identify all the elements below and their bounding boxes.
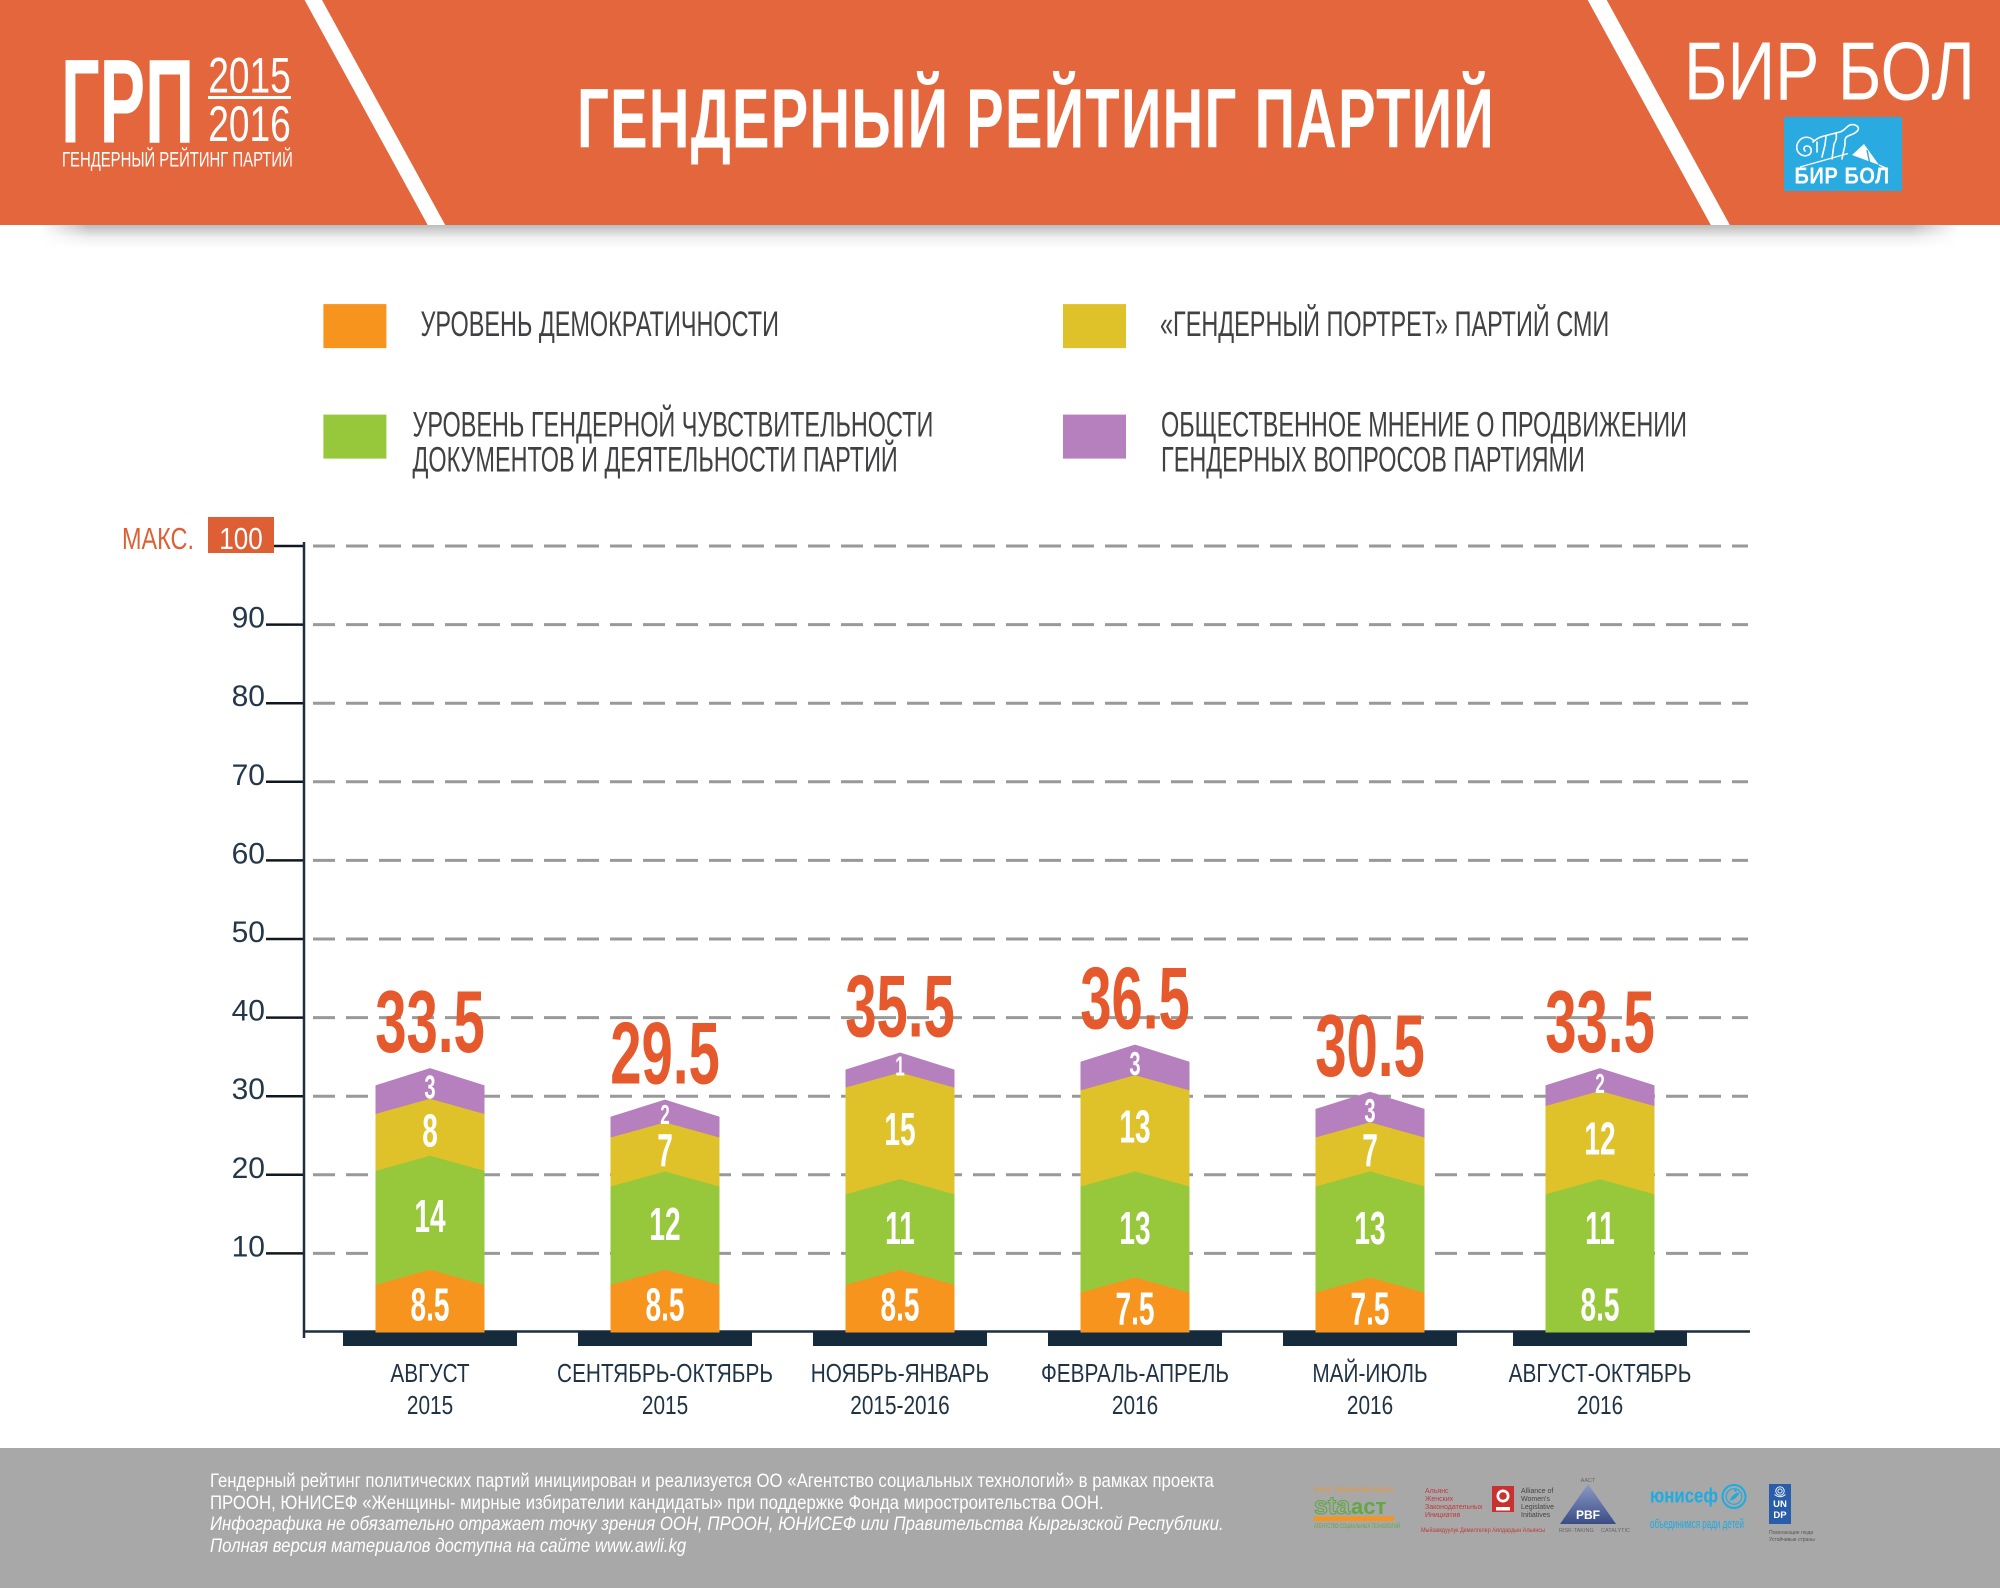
svg-text:АГЕНТСТВО СОЦИАЛЬНЫХ ТЕХНОЛОГИ: АГЕНТСТВО СОЦИАЛЬНЫХ ТЕХНОЛОГИЙ [1314,1522,1400,1530]
svg-text:ГЕНДЕРНЫЙ РЕЙТИНГ ПАРТИЙ: ГЕНДЕРНЫЙ РЕЙТИНГ ПАРТИЙ [62,147,293,171]
svg-text:АВГУСТ-ОКТЯБРЬ: АВГУСТ-ОКТЯБРЬ [1509,1359,1692,1388]
svg-text:Помогающие люди: Помогающие люди [1769,1530,1813,1536]
svg-text:МАКС.: МАКС. [122,521,194,556]
svg-text:2: 2 [660,1099,670,1130]
svg-text:Initiatives: Initiatives [1521,1512,1551,1519]
svg-text:2016: 2016 [1577,1391,1623,1420]
svg-text:33.5: 33.5 [375,972,485,1071]
svg-text:БИР БОЛ: БИР БОЛ [1684,25,1975,118]
svg-text:2015: 2015 [642,1391,688,1420]
svg-text:AACT: AACT [1581,1478,1596,1484]
svg-text:УРОВЕНЬ ГЕНДЕРНОЙ ЧУВСТВИТЕЛЬН: УРОВЕНЬ ГЕНДЕРНОЙ ЧУВСТВИТЕЛЬНОСТИ [413,405,934,445]
svg-text:юнисеф: юнисеф [1650,1486,1718,1508]
svg-text:DP: DP [1773,1510,1787,1521]
svg-text:80: 80 [232,680,265,713]
svg-text:3: 3 [1364,1092,1375,1129]
svg-text:7.5: 7.5 [1350,1284,1389,1335]
svg-text:Устойчивые страны: Устойчивые страны [1769,1536,1815,1543]
svg-text:10: 10 [232,1230,265,1263]
svg-text:RISK-TAKING: RISK-TAKING [1559,1528,1594,1534]
svg-text:7: 7 [1362,1126,1378,1177]
svg-text:3: 3 [1129,1045,1140,1082]
svg-text:SOCIAL TECHNOLOGIES AGENCY: SOCIAL TECHNOLOGIES AGENCY [1314,1487,1394,1494]
svg-text:Мыйзамдуулук Демилгелер Аялдар: Мыйзамдуулук Демилгелер Аялдардын Альянс… [1421,1526,1545,1534]
svg-text:35.5: 35.5 [845,957,955,1056]
svg-text:11: 11 [1585,1204,1615,1255]
svg-text:2016: 2016 [1347,1391,1393,1420]
svg-text:29.5: 29.5 [610,1004,720,1103]
svg-text:УРОВЕНЬ ДЕМОКРАТИЧНОСТИ: УРОВЕНЬ ДЕМОКРАТИЧНОСТИ [421,306,779,345]
svg-text:Женских: Женских [1425,1496,1454,1503]
svg-text:70: 70 [232,759,265,792]
svg-text:PBF: PBF [1576,1508,1600,1522]
svg-text:Legislative: Legislative [1521,1504,1554,1511]
svg-text:2015: 2015 [208,48,291,104]
svg-text:НОЯБРЬ-ЯНВАРЬ: НОЯБРЬ-ЯНВАРЬ [811,1359,989,1388]
svg-text:20: 20 [232,1152,265,1185]
svg-text:объединимся ради детей: объединимся ради детей [1650,1517,1744,1531]
svg-text:7: 7 [657,1126,673,1177]
svg-text:8.5: 8.5 [645,1281,684,1332]
svg-text:30: 30 [232,1073,265,1106]
svg-text:ГЕНДЕРНЫЙ РЕЙТИНГ ПАРТИЙ: ГЕНДЕРНЫЙ РЕЙТИНГ ПАРТИЙ [577,70,1495,166]
svg-text:Women's: Women's [1521,1496,1550,1503]
svg-text:БИР БОЛ: БИР БОЛ [1794,162,1889,189]
svg-text:2016: 2016 [208,97,291,153]
svg-text:40: 40 [232,995,265,1028]
svg-text:UN: UN [1773,1499,1787,1510]
svg-text:8.5: 8.5 [1580,1281,1619,1332]
svg-text:СЕНТЯБРЬ-ОКТЯБРЬ: СЕНТЯБРЬ-ОКТЯБРЬ [557,1359,773,1388]
svg-text:МАЙ-ИЮЛЬ: МАЙ-ИЮЛЬ [1312,1358,1427,1388]
svg-text:Законодательных: Законодательных [1425,1504,1483,1511]
svg-text:8.5: 8.5 [410,1281,449,1332]
svg-text:ГЕНДЕРНЫХ ВОПРОСОВ ПАРТИЯМИ: ГЕНДЕРНЫХ ВОПРОСОВ ПАРТИЯМИ [1161,441,1585,480]
svg-text:2015: 2015 [407,1391,453,1420]
svg-text:2015-2016: 2015-2016 [850,1391,949,1420]
svg-text:ФЕВРАЛЬ-АПРЕЛЬ: ФЕВРАЛЬ-АПРЕЛЬ [1041,1359,1229,1388]
svg-text:60: 60 [232,837,265,870]
svg-text:ГРП: ГРП [61,34,194,168]
svg-text:1: 1 [895,1050,905,1081]
svg-text:36.5: 36.5 [1080,949,1190,1048]
svg-text:50: 50 [232,916,265,949]
svg-text:100: 100 [219,522,262,557]
svg-text:ОБЩЕСТВЕННОЕ МНЕНИЕ О ПРОДВИЖЕ: ОБЩЕСТВЕННОЕ МНЕНИЕ О ПРОДВИЖЕНИИ [1161,406,1687,445]
svg-text:12: 12 [1584,1115,1615,1166]
svg-text:8.5: 8.5 [880,1281,919,1332]
svg-text:90: 90 [232,602,265,635]
svg-text:13: 13 [1119,1204,1150,1255]
svg-text:14: 14 [414,1192,445,1243]
svg-text:3: 3 [424,1068,435,1105]
svg-text:7.5: 7.5 [1115,1284,1154,1335]
svg-text:Alliance of: Alliance of [1521,1488,1553,1495]
svg-text:11: 11 [885,1204,915,1255]
svg-text:2016: 2016 [1112,1391,1158,1420]
svg-text:2: 2 [1595,1067,1605,1098]
svg-text:ДОКУМЕНТОВ И ДЕЯТЕЛЬНОСТИ ПАРТ: ДОКУМЕНТОВ И ДЕЯТЕЛЬНОСТИ ПАРТИЙ [413,440,898,480]
svg-text:30.5: 30.5 [1315,996,1425,1095]
svg-text:13: 13 [1354,1204,1385,1255]
svg-text:«ГЕНДЕРНЫЙ ПОРТРЕТ» ПАРТИЙ СМИ: «ГЕНДЕРНЫЙ ПОРТРЕТ» ПАРТИЙ СМИ [1160,304,1609,344]
svg-text:аст: аст [1351,1494,1386,1519]
svg-text:Альянс: Альянс [1425,1488,1449,1495]
svg-text:CATALYTIC: CATALYTIC [1601,1528,1630,1534]
svg-text:15: 15 [884,1105,915,1156]
svg-text:АВГУСТ: АВГУСТ [390,1359,469,1388]
svg-text:12: 12 [649,1200,680,1251]
svg-text:Инициатив: Инициатив [1425,1512,1461,1519]
svg-text:sta: sta [1314,1492,1351,1520]
svg-text:33.5: 33.5 [1545,972,1655,1071]
svg-text:13: 13 [1119,1103,1150,1154]
svg-text:8: 8 [422,1107,438,1158]
